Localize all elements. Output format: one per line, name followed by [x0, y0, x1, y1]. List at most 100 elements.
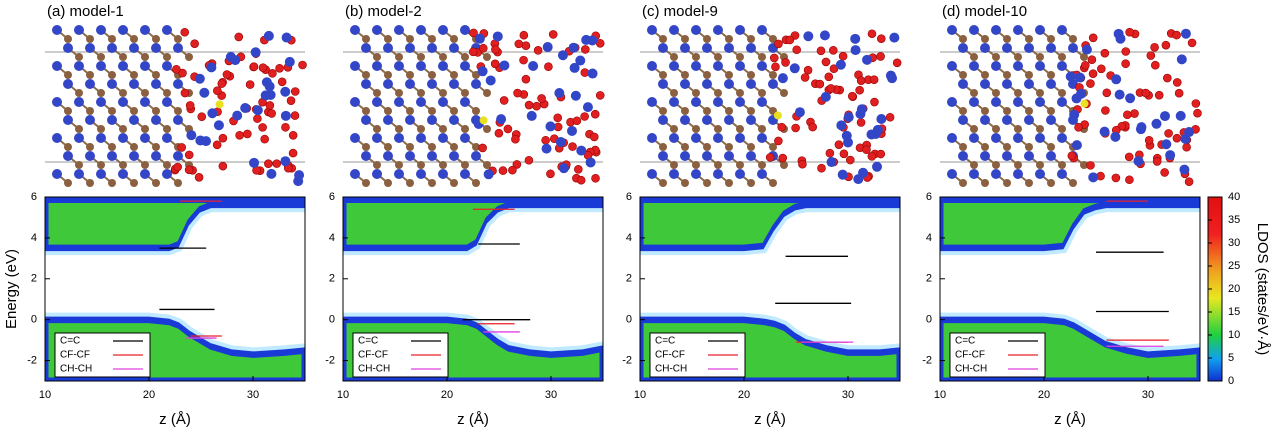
- atom: [52, 61, 62, 71]
- atom: [298, 60, 307, 70]
- atom: [494, 128, 504, 138]
- top-band: [640, 197, 900, 203]
- atom: [669, 97, 679, 107]
- atom: [519, 30, 529, 40]
- colorbar-tick-label: 35: [1228, 214, 1240, 226]
- atom: [1088, 33, 1098, 43]
- atom: [152, 35, 160, 43]
- atom: [855, 85, 864, 95]
- atom: [746, 79, 756, 89]
- atom: [970, 53, 978, 61]
- atom: [478, 143, 487, 153]
- atom: [449, 43, 459, 53]
- atom: [1047, 71, 1055, 79]
- atom: [372, 25, 382, 35]
- atom: [1014, 161, 1022, 169]
- x-tick-label: 10: [337, 389, 349, 401]
- atom: [395, 89, 403, 97]
- atom: [130, 35, 138, 43]
- atom: [75, 89, 83, 97]
- atom: [288, 130, 298, 140]
- atom: [483, 89, 491, 97]
- atom: [383, 79, 393, 89]
- atom: [555, 137, 566, 148]
- atom: [372, 133, 382, 143]
- atom: [503, 124, 513, 134]
- atom: [140, 169, 150, 179]
- x-tick-label: 10: [39, 389, 51, 401]
- atom: [174, 179, 182, 187]
- atom: [820, 91, 831, 102]
- y-tick-label: 6: [926, 191, 932, 203]
- atom: [260, 90, 271, 101]
- atom: [416, 97, 426, 107]
- x-tick-label: 10: [634, 389, 646, 401]
- atom: [981, 35, 989, 43]
- atom: [867, 152, 877, 161]
- atom: [746, 151, 756, 161]
- atom: [526, 110, 537, 121]
- atom: [558, 163, 569, 174]
- atom: [1047, 179, 1055, 187]
- atom: [575, 55, 586, 66]
- atom: [835, 59, 846, 70]
- atom: [769, 53, 779, 63]
- atom: [1014, 53, 1022, 61]
- atom: [1172, 78, 1182, 87]
- atom: [461, 161, 469, 169]
- atom: [821, 57, 831, 67]
- atom: [725, 35, 733, 43]
- atom: [384, 179, 392, 187]
- atom: [108, 143, 116, 151]
- atom: [362, 143, 370, 151]
- atom: [569, 62, 580, 73]
- atom: [1025, 143, 1033, 151]
- atom: [1047, 143, 1055, 151]
- atom: [460, 97, 470, 107]
- atom: [498, 166, 508, 175]
- atom: [692, 53, 700, 61]
- atom: [394, 169, 404, 179]
- atom: [785, 35, 795, 45]
- atom: [492, 31, 503, 42]
- atom: [519, 55, 528, 65]
- atom: [483, 161, 491, 169]
- atom: [350, 133, 360, 143]
- atom: [416, 61, 426, 71]
- atom: [1002, 79, 1012, 89]
- atom: [781, 58, 790, 67]
- atom: [119, 125, 127, 133]
- atom: [207, 108, 218, 119]
- legend-label: CH-CH: [955, 364, 987, 375]
- atom: [850, 33, 861, 44]
- atom: [1161, 40, 1171, 50]
- atom: [129, 151, 139, 161]
- atom: [1013, 97, 1023, 107]
- atom: [163, 53, 171, 61]
- atom: [1191, 99, 1201, 108]
- atom: [1074, 123, 1083, 132]
- atom: [746, 115, 756, 125]
- atom: [417, 161, 425, 169]
- atom: [714, 125, 722, 133]
- atom: [1074, 72, 1085, 83]
- atom: [450, 107, 458, 115]
- atom: [1150, 43, 1159, 52]
- atom: [576, 145, 587, 156]
- legend-label: CF-CF: [358, 350, 388, 361]
- atom: [724, 43, 734, 53]
- atom: [394, 25, 404, 35]
- atom: [947, 25, 957, 35]
- atom: [735, 133, 745, 143]
- atom: [791, 123, 800, 133]
- atom: [186, 130, 197, 141]
- atom: [107, 151, 117, 161]
- atom: [702, 79, 712, 89]
- atom: [1099, 126, 1110, 137]
- atom: [992, 53, 1000, 61]
- atom: [669, 169, 679, 179]
- atom: [107, 115, 117, 125]
- atom: [372, 97, 382, 107]
- atom: [499, 60, 510, 71]
- atom: [681, 107, 689, 115]
